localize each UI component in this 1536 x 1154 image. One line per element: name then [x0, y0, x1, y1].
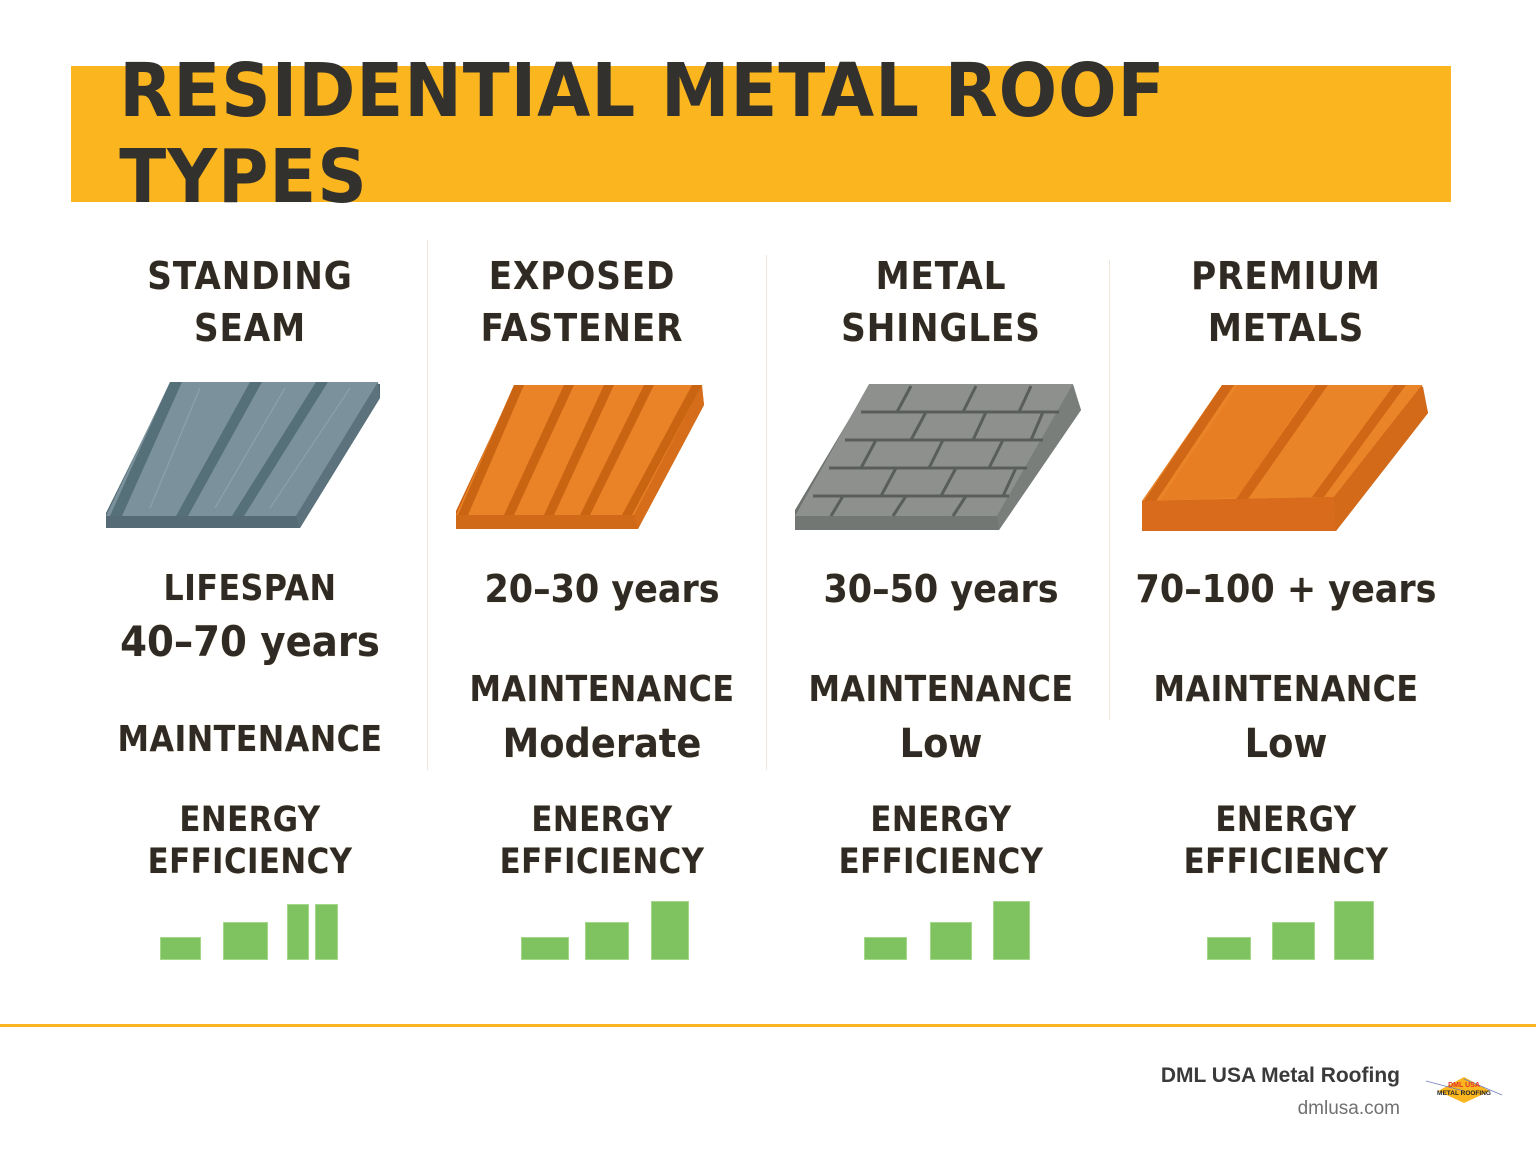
energy-bar — [585, 922, 629, 960]
energy-bar — [993, 901, 1030, 960]
roof-type-title: STANDING — [147, 254, 353, 298]
maintenance-value: Low — [899, 721, 983, 767]
lifespan-value: 20–30 years — [484, 567, 720, 611]
maintenance-label: MAINTENANCE — [1153, 669, 1419, 710]
energy-efficiency-bars — [1207, 898, 1377, 960]
energy-efficiency-bars — [864, 898, 1034, 960]
maintenance-label: MAINTENANCE — [469, 669, 735, 710]
roof-type-title: PREMIUM — [1191, 254, 1381, 298]
premium-metals-panel-icon — [1142, 385, 1428, 531]
lifespan-value: 70–100 + years — [1135, 567, 1437, 611]
lifespan-label: LIFESPAN — [163, 568, 337, 609]
energy-bar — [287, 904, 309, 960]
energy-label: ENERGY — [179, 800, 321, 840]
footer-divider — [0, 1024, 1536, 1027]
energy-bar — [160, 937, 201, 960]
energy-efficiency-bars — [160, 900, 340, 960]
energy-bar — [1334, 901, 1374, 960]
energy-efficiency-bars — [521, 898, 691, 960]
energy-label: EFFICIENCY — [499, 842, 705, 882]
energy-bar — [223, 922, 268, 960]
lifespan-value: 40–70 years — [120, 617, 380, 666]
title-banner: RESIDENTIAL METAL ROOF TYPES — [71, 48, 1451, 220]
maintenance-value: Moderate — [502, 721, 702, 767]
roof-type-title: FASTENER — [480, 306, 684, 350]
logo-text-line1: DML USA — [1448, 1082, 1480, 1089]
roof-type-title: EXPOSED — [488, 254, 676, 298]
roof-type-title: METAL — [875, 254, 1007, 298]
energy-label: EFFICIENCY — [838, 842, 1044, 882]
roof-type-title: SHINGLES — [841, 306, 1041, 350]
logo-text-line2: METAL ROOFING — [1437, 1090, 1491, 1097]
energy-label: ENERGY — [870, 800, 1012, 840]
roof-type-premium-metals: PREMIUM METALS 70–100 + years MAINTENANC… — [1116, 0, 1456, 1000]
brand-name: DML USA Metal Roofing — [1160, 1064, 1400, 1087]
lifespan-value: 30–50 years — [823, 567, 1059, 611]
energy-bar — [1272, 922, 1315, 960]
brand-url-link[interactable]: dmlusa.com — [1297, 1098, 1400, 1119]
roof-type-metal-shingles: METAL SHINGLES 30–50 years — [771, 0, 1111, 1000]
energy-bar — [864, 937, 907, 960]
energy-bar — [521, 937, 569, 960]
roof-type-title: SEAM — [193, 306, 307, 350]
maintenance-label: MAINTENANCE — [808, 669, 1074, 710]
column-divider — [1109, 260, 1110, 720]
metal-shingles-panel-icon — [795, 384, 1081, 530]
energy-label: EFFICIENCY — [1183, 842, 1389, 882]
energy-bar — [1207, 937, 1251, 960]
standing-seam-panel-icon — [106, 382, 380, 528]
energy-label: ENERGY — [1215, 800, 1357, 840]
energy-bar — [315, 904, 338, 960]
page-title: RESIDENTIAL METAL ROOF TYPES — [119, 48, 1166, 220]
energy-bar — [651, 901, 689, 960]
roof-type-exposed-fastener: EXPOSED FASTENER 20–30 years MAINTENANCE… — [412, 0, 752, 1000]
maintenance-label: MAINTENANCE — [117, 719, 383, 760]
energy-label: ENERGY — [531, 800, 673, 840]
column-divider — [766, 255, 767, 770]
maintenance-value: Low — [1244, 721, 1328, 767]
roof-type-title: METALS — [1207, 306, 1365, 350]
exposed-fastener-panel-icon — [456, 385, 704, 529]
dml-usa-logo-icon: DML USA METAL ROOFING — [1425, 1077, 1503, 1103]
energy-bar — [930, 922, 972, 960]
roof-type-standing-seam: STANDING SEAM LIFESPAN 40–70 years MAINT… — [80, 0, 420, 1000]
column-divider — [427, 240, 428, 770]
energy-label: EFFICIENCY — [147, 842, 353, 882]
